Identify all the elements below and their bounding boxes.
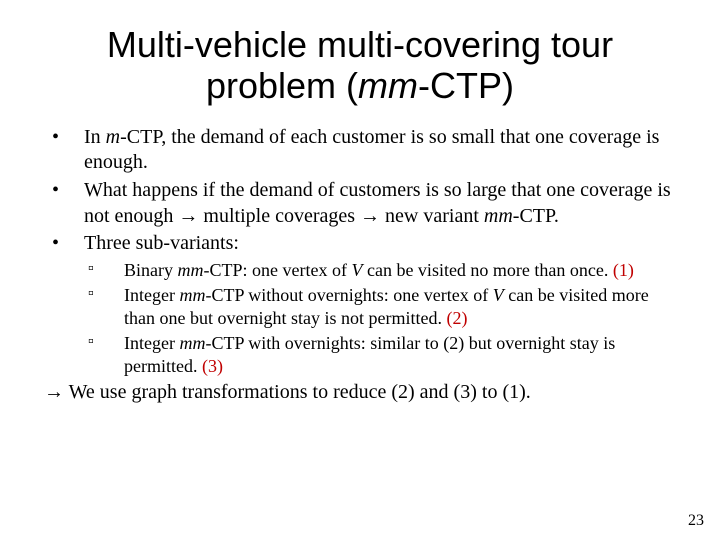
sub-bullet-1: Binary mm-CTP: one vertex of V can be vi… [40, 259, 680, 282]
s2-pre: Integer [124, 285, 179, 305]
conclusion-line: → We use graph transformations to reduce… [40, 380, 680, 406]
s1-mid: -CTP: one vertex of [204, 260, 352, 280]
title-post: -CTP) [418, 65, 514, 106]
sub-bullet-2: Integer mm-CTP without overnights: one v… [40, 284, 680, 330]
s1-post: can be visited no more than once. [362, 260, 612, 280]
s1-tag: (1) [613, 260, 634, 280]
slide: Multi-vehicle multi-covering tour proble… [0, 0, 720, 540]
sub-bullet-3: Integer mm-CTP with overnights: similar … [40, 332, 680, 378]
bullet-2: What happens if the demand of customers … [40, 178, 680, 229]
title-italic: mm [358, 65, 418, 106]
bullet-1: In m-CTP, the demand of each customer is… [40, 125, 680, 176]
s2-mid: -CTP without overnights: one vertex of [205, 285, 492, 305]
slide-title: Multi-vehicle multi-covering tour proble… [40, 24, 680, 107]
b2-post: -CTP. [513, 205, 559, 227]
page-number: 23 [688, 512, 704, 530]
s2-tag: (2) [446, 308, 467, 328]
s3-it1: mm [179, 333, 205, 353]
b1-pre: In [84, 126, 106, 148]
s1-it2: V [351, 260, 362, 280]
bullet-list: In m-CTP, the demand of each customer is… [40, 125, 680, 257]
b1-italic: m [106, 126, 120, 148]
s3-tag: (3) [202, 356, 223, 376]
b3-text: Three sub-variants: [84, 232, 239, 254]
b2-pre: What happens if the demand of customers … [84, 179, 671, 227]
b2-italic: mm [484, 205, 513, 227]
b1-post: -CTP, the demand of each customer is so … [84, 126, 659, 174]
sub-bullet-list: Binary mm-CTP: one vertex of V can be vi… [40, 259, 680, 378]
s2-it2: V [493, 285, 504, 305]
s1-it1: mm [178, 260, 204, 280]
s1-pre: Binary [124, 260, 178, 280]
s3-pre: Integer [124, 333, 179, 353]
s2-it1: mm [179, 285, 205, 305]
bullet-3: Three sub-variants: [40, 231, 680, 257]
